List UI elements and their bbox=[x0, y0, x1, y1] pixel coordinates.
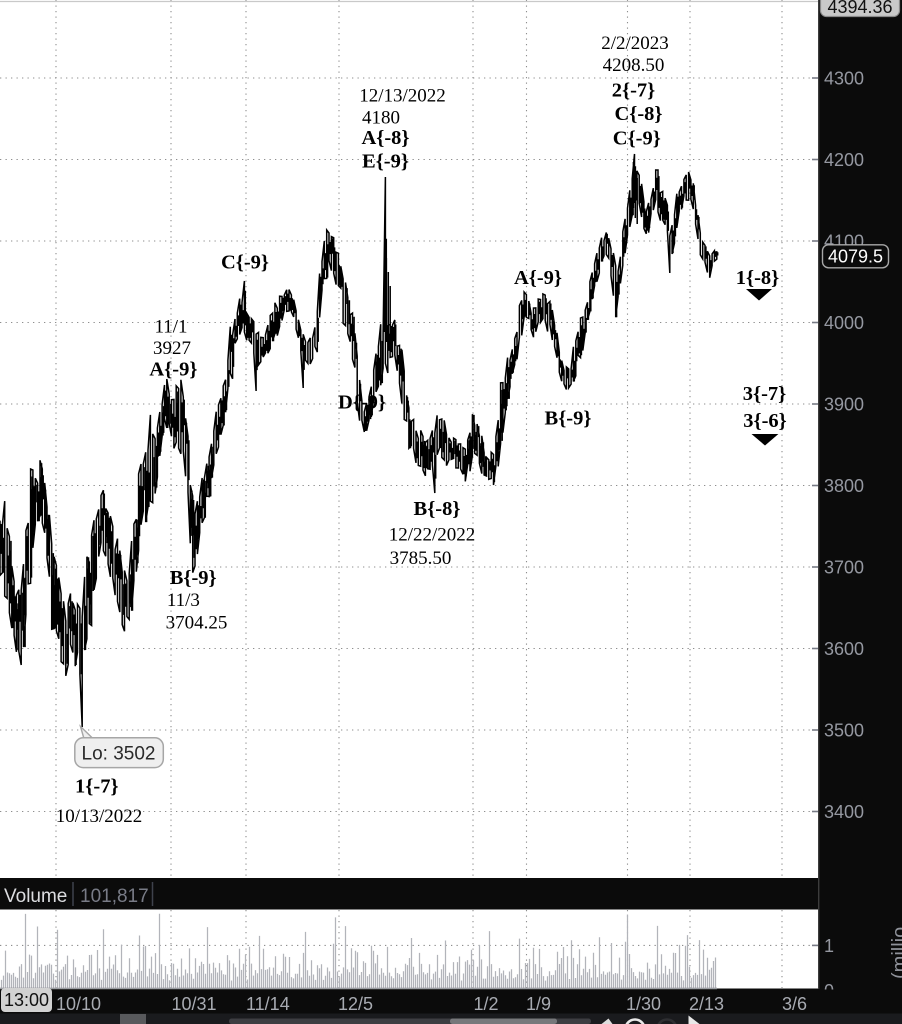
svg-text:1/9: 1/9 bbox=[526, 994, 551, 1014]
svg-text:C{-8}: C{-8} bbox=[614, 103, 662, 125]
svg-text:11/1: 11/1 bbox=[154, 317, 187, 338]
svg-text:12/5: 12/5 bbox=[338, 994, 373, 1014]
svg-text:3400: 3400 bbox=[824, 802, 864, 822]
svg-text:2/2/2023: 2/2/2023 bbox=[601, 33, 669, 54]
svg-text:12/13/2022: 12/13/2022 bbox=[359, 86, 446, 107]
svg-text:4079.5: 4079.5 bbox=[828, 247, 883, 267]
svg-text:2{-7}: 2{-7} bbox=[612, 80, 655, 102]
svg-text:C{-9}: C{-9} bbox=[221, 252, 269, 274]
svg-text:A{-9}: A{-9} bbox=[149, 359, 197, 381]
svg-text:1/2: 1/2 bbox=[474, 994, 499, 1014]
svg-text:10/13/2022: 10/13/2022 bbox=[56, 806, 143, 827]
svg-text:11/3: 11/3 bbox=[167, 590, 200, 611]
svg-text:2/13: 2/13 bbox=[689, 994, 724, 1014]
svg-text:B{-8}: B{-8} bbox=[414, 498, 461, 520]
svg-text:10/31: 10/31 bbox=[172, 994, 217, 1014]
svg-text:3785.50: 3785.50 bbox=[390, 548, 452, 569]
svg-text:1: 1 bbox=[824, 936, 834, 956]
svg-text:3/6: 3/6 bbox=[782, 994, 807, 1014]
svg-text:C{-9}: C{-9} bbox=[613, 127, 661, 149]
svg-text:4300: 4300 bbox=[824, 69, 864, 89]
svg-text:A{-8}: A{-8} bbox=[361, 127, 409, 149]
svg-text:E{-9}: E{-9} bbox=[362, 151, 409, 173]
svg-text:B{-9}: B{-9} bbox=[170, 567, 217, 589]
svg-text:1/30: 1/30 bbox=[626, 994, 661, 1014]
svg-text:1{-8}: 1{-8} bbox=[736, 267, 779, 289]
svg-text:3600: 3600 bbox=[824, 639, 864, 659]
svg-text:3700: 3700 bbox=[824, 558, 864, 578]
svg-text:(millio: (millio bbox=[889, 927, 902, 979]
svg-text:11/14: 11/14 bbox=[246, 994, 290, 1014]
svg-text:10/10: 10/10 bbox=[56, 994, 101, 1014]
svg-text:13:00: 13:00 bbox=[4, 990, 49, 1010]
svg-text:4180: 4180 bbox=[362, 108, 400, 129]
svg-text:3927: 3927 bbox=[153, 338, 191, 359]
svg-text:3800: 3800 bbox=[824, 476, 864, 496]
svg-text:B{-9}: B{-9} bbox=[545, 408, 592, 430]
svg-text:3704.25: 3704.25 bbox=[166, 613, 228, 634]
svg-text:101,817: 101,817 bbox=[80, 886, 149, 907]
svg-text:3{-6}: 3{-6} bbox=[743, 410, 786, 432]
svg-text:3500: 3500 bbox=[824, 721, 864, 741]
svg-text:1{-7}: 1{-7} bbox=[75, 776, 118, 798]
svg-text:4208.50: 4208.50 bbox=[603, 55, 665, 76]
svg-text:4394.36: 4394.36 bbox=[827, 0, 892, 17]
svg-text:3900: 3900 bbox=[824, 395, 864, 415]
svg-text:3{-7}: 3{-7} bbox=[743, 383, 786, 405]
svg-text:4000: 4000 bbox=[824, 313, 864, 333]
svg-text:Volume: Volume bbox=[4, 886, 67, 907]
svg-text:D{-9}: D{-9} bbox=[338, 392, 386, 414]
svg-text:Lo: 3502: Lo: 3502 bbox=[82, 744, 156, 765]
svg-text:4200: 4200 bbox=[824, 150, 864, 170]
svg-text:12/22/2022: 12/22/2022 bbox=[389, 525, 476, 546]
svg-text:A{-9}: A{-9} bbox=[514, 267, 562, 289]
